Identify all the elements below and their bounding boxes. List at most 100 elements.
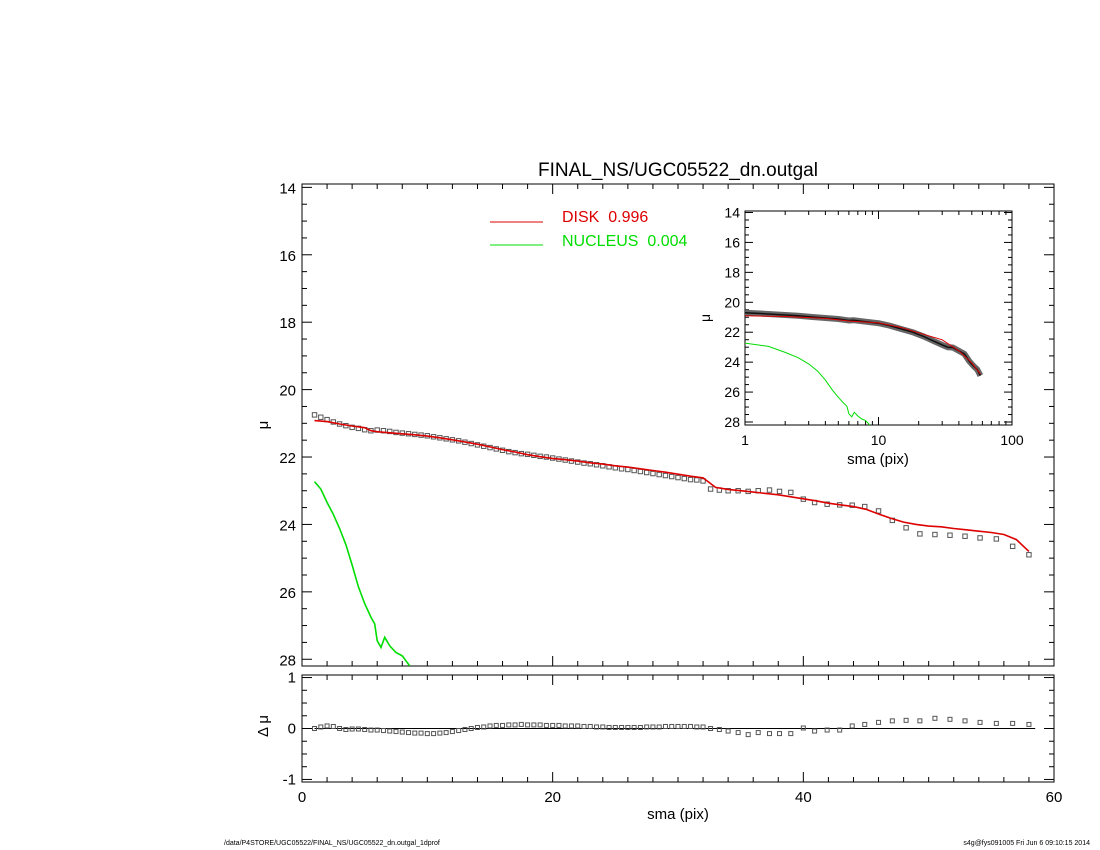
residual-point (543, 722, 549, 728)
residual-point (349, 726, 355, 732)
residual-point (431, 731, 437, 737)
main-observed-point (643, 469, 650, 476)
residual-point (368, 727, 374, 733)
residual-point (837, 727, 843, 733)
main-observed-point (669, 473, 675, 480)
residual-point (656, 724, 662, 730)
x-tick-label: 20 (544, 789, 561, 806)
main-observed-point (349, 424, 355, 431)
legend-nucleus-label: NUCLEUS 0.004 (562, 233, 687, 250)
inset-x-axis-label: sma (pix) (847, 451, 909, 468)
x-tick-label: 0 (298, 789, 306, 806)
inset-y-tick-label: 26 (724, 384, 740, 400)
residual-point (412, 730, 418, 736)
main-y-tick-label: 16 (279, 248, 296, 265)
inset-x-tick-label: 100 (1000, 432, 1024, 448)
main-y-axis-label: μ (255, 421, 272, 430)
residual-point (512, 722, 518, 728)
residual-point (518, 721, 524, 727)
main-observed-point (932, 531, 938, 538)
inset-nucleus-line (745, 342, 871, 425)
residual-point (462, 727, 468, 733)
main-observed-point (311, 412, 318, 418)
residual-point (594, 724, 600, 730)
main-panel: 14 16 18 20 22 24 26 28 μ DISK 0.996 NUCLEUS 0.… (255, 180, 1055, 669)
residual-point (380, 728, 386, 734)
residual-point (456, 728, 462, 734)
residual-point (500, 722, 506, 728)
residual-point (932, 715, 938, 721)
residual-point (755, 730, 761, 736)
residual-point (716, 727, 722, 733)
inset-y-tick-label: 18 (724, 264, 740, 280)
residual-point (889, 718, 895, 724)
residual-point (694, 724, 700, 730)
main-observed-point (875, 508, 882, 514)
main-observed-point (694, 477, 700, 483)
main-observed-point (662, 472, 669, 479)
main-observed-point (977, 535, 983, 541)
residual-point (1010, 720, 1016, 726)
inset-panel: 14 16 18 20 22 24 26 281 10 100 sma (pix) μ (697, 204, 1024, 468)
main-axes: 14 16 18 20 22 24 26 28 (279, 180, 1055, 669)
residual-point (788, 731, 794, 737)
main-observed-point (581, 460, 587, 466)
main-observed-point (947, 532, 953, 538)
footer-timestamp: s4g@fys091005 Fri Jun 6 09:10:15 2014 (963, 840, 1090, 847)
residual-point (637, 724, 643, 730)
residual-point (812, 728, 818, 734)
residual-point (619, 724, 625, 730)
residual-point (443, 730, 449, 736)
residual-point (568, 723, 574, 729)
legend-disk-label: DISK 0.996 (562, 209, 648, 226)
main-observed-point (725, 488, 731, 494)
residual-point (662, 723, 668, 729)
residual-point (977, 719, 983, 725)
residual-point (399, 729, 405, 735)
residual-point (708, 726, 714, 731)
residual-point (550, 722, 556, 728)
residual-point (556, 722, 562, 728)
residual-point (766, 731, 772, 737)
residual-point (625, 724, 631, 730)
main-y-tick-label: 24 (279, 517, 296, 534)
main-observed-point (656, 471, 662, 478)
residual-point (493, 722, 499, 728)
inset-y-tick-label: 28 (724, 414, 740, 430)
x-tick-label: 40 (795, 789, 812, 806)
residual-point (525, 722, 531, 728)
main-y-tick-label: 28 (279, 652, 296, 669)
residual-point (330, 723, 336, 729)
residual-point (612, 724, 618, 730)
residual-point (917, 718, 923, 724)
inset-y-tick-label: 22 (724, 324, 740, 340)
residual-point (587, 723, 593, 729)
main-y-tick-label: 26 (279, 585, 296, 602)
x-axis-label: sma (pix) (647, 806, 709, 823)
main-observed-point (318, 414, 324, 420)
main-observed-point (824, 501, 830, 507)
main-observed-point (917, 531, 923, 537)
residual-point (675, 723, 681, 729)
residual-point (318, 724, 324, 730)
main-observed-point (681, 475, 687, 482)
footer-file-path: /data/P4STORE/UGC05522/FINAL_NS/UGC05522… (224, 840, 440, 847)
residual-point (343, 727, 349, 733)
main-observed-point (788, 489, 794, 496)
residual-point (800, 725, 806, 731)
residual-point (312, 726, 318, 731)
residual-point (777, 731, 783, 737)
inset-disk-line (745, 315, 981, 375)
residual-point (362, 727, 368, 733)
residual-point (581, 723, 587, 729)
residual-point (993, 720, 999, 726)
residual-point (337, 726, 343, 731)
residual-y-axis-label: Δ μ (255, 715, 272, 737)
main-y-tick-label: 22 (279, 450, 296, 467)
inset-background (745, 211, 1012, 425)
main-observed-point (675, 474, 681, 481)
main-y-tick-label: 14 (279, 180, 296, 197)
residual-point (862, 721, 868, 727)
inset-x-tick-label: 1 (741, 432, 749, 448)
